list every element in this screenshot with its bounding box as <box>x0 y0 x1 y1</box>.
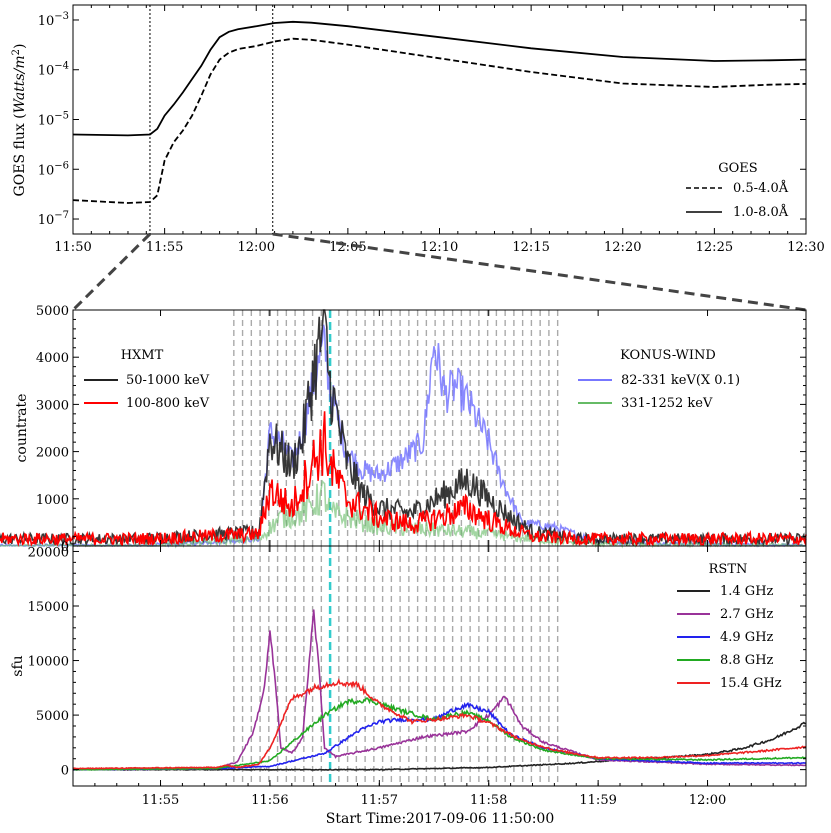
goes-series <box>72 20 807 204</box>
goes-xtick-label-7: 12:25 <box>696 240 733 255</box>
goes-legend: GOES 0.5-4.0Å 1.0-8.0Å <box>686 161 789 220</box>
goes-xtick-label-6: 12:20 <box>604 240 641 255</box>
goes-xtick-label-0: 11:50 <box>54 240 91 255</box>
radio-xtick-label-3: 11:58 <box>470 793 507 808</box>
radio-xtick-label-2: 11:57 <box>361 793 398 808</box>
goes-legend-label-short: 0.5-4.0Å <box>733 180 789 196</box>
radio-ytick-label-4: 20000 <box>28 545 69 560</box>
hxr-panel: 0 1000 2000 3000 4000 5000 countrate HXMT 50-… <box>0 304 807 555</box>
goes-axis-ticks: 11:50 11:55 12:00 12:05 12:10 12:15 12:20 12:25… <box>38 5 825 255</box>
goes-xtick-label-8: 12:30 <box>787 240 824 255</box>
hxmt-legend-title: HXMT <box>121 348 164 363</box>
rstn-legend-label-4-9: 4.9 GHz <box>720 630 774 645</box>
radio-series-line-4 <box>72 678 807 770</box>
radio-plot-frame <box>72 545 807 787</box>
radio-ytick-label-1: 5000 <box>36 709 69 724</box>
goes-plot-frame <box>72 4 807 235</box>
hxr-ytick-label-4: 4000 <box>36 351 69 366</box>
goes-legend-title: GOES <box>718 161 757 176</box>
radio-ytick-label-3: 15000 <box>28 600 69 615</box>
goes-xtick-label-5: 12:15 <box>512 240 549 255</box>
radio-xtick-label-1: 11:56 <box>251 793 288 808</box>
hxr-ytick-label-5: 5000 <box>36 304 69 319</box>
rstn-legend-label-1-4: 1.4 GHz <box>720 584 774 599</box>
hxmt-legend: HXMT 50-1000 keV 100-800 keV <box>84 348 210 411</box>
goes-ylabel-suffix: ) <box>12 44 28 49</box>
goes-series-line-1 <box>72 20 807 137</box>
radio-axis-ticks: 0 5000 10000 15000 20000 11:55 11:56 11:57 11:58… <box>28 545 806 808</box>
goes-panel: 11:50 11:55 12:00 12:05 12:10 12:15 12:20 12:25… <box>11 4 825 255</box>
radio-panel: 0 5000 10000 15000 20000 11:55 11:56 11:57 11:58… <box>10 545 807 827</box>
hxr-ytick-label-3: 3000 <box>36 398 69 413</box>
goes-series-line-0 <box>72 37 807 204</box>
rstn-legend-title: RSTN <box>709 562 748 577</box>
goes-legend-label-long: 1.0-8.0Å <box>733 204 789 220</box>
goes-ylabel-unit: Watts/m <box>12 55 28 113</box>
radio-xtick-label-4: 11:59 <box>579 793 616 808</box>
radio-ytick-label-0: 0 <box>61 764 69 779</box>
goes-ytick-label-2: 10−5 <box>38 111 69 129</box>
zoom-connector-left <box>71 232 152 312</box>
goes-xtick-label-1: 11:55 <box>146 240 183 255</box>
hxr-axis-ticks: 0 1000 2000 3000 4000 5000 <box>36 304 806 555</box>
hxr-ytick-label-2: 2000 <box>36 446 69 461</box>
radio-xtick-label-5: 12:00 <box>689 793 726 808</box>
konus-legend: KONUS-WIND 82-331 keV(X 0.1) 331-1252 ke… <box>578 348 740 411</box>
hxr-ylabel: countrate <box>14 394 30 463</box>
goes-ylabel-prefix: GOES flux ( <box>12 113 28 196</box>
rstn-legend-label-2-7: 2.7 GHz <box>720 607 774 622</box>
rstn-legend: RSTN 1.4 GHz 2.7 GHz 4.9 GHz 8.8 GHz 15.… <box>677 562 782 691</box>
hxmt-legend-label-100-800: 100-800 keV <box>126 396 210 411</box>
zoom-connectors <box>71 232 807 312</box>
radio-series <box>72 609 807 771</box>
konus-legend-title: KONUS-WIND <box>620 348 716 363</box>
radio-series-line-1 <box>73 609 807 771</box>
konus-legend-label-331-1252: 331-1252 keV <box>621 396 713 411</box>
konus-legend-label-82-331: 82-331 keV(X 0.1) <box>621 373 740 388</box>
goes-xtick-label-4: 12:10 <box>421 240 458 255</box>
radio-xlabel: Start Time:2017-09-06 11:50:00 <box>326 811 554 827</box>
goes-vlines <box>149 5 274 234</box>
goes-ytick-label-1: 10−6 <box>38 160 69 178</box>
hxr-series-line-1 <box>0 411 807 548</box>
radio-xtick-label-0: 11:55 <box>142 793 179 808</box>
radio-ylabel: sfu <box>10 655 26 676</box>
goes-xtick-label-2: 12:00 <box>238 240 275 255</box>
hxr-series <box>0 309 807 549</box>
rstn-legend-label-8-8: 8.8 GHz <box>720 653 774 668</box>
zoom-connector-right <box>272 232 807 312</box>
goes-ylabel: GOES flux (Watts/m2) <box>11 44 28 197</box>
hxr-ytick-label-1: 1000 <box>36 493 69 508</box>
radio-ytick-label-2: 10000 <box>28 655 69 670</box>
goes-ytick-label-0: 10−7 <box>38 210 69 228</box>
hxr-ytick-label-0: 0 <box>61 540 69 555</box>
goes-ytick-label-3: 10−4 <box>38 61 69 79</box>
hxr-series-line-0 <box>0 309 807 548</box>
hxmt-legend-label-50-1000: 50-1000 keV <box>126 373 210 388</box>
goes-ylabel-sup: 2 <box>11 49 22 55</box>
goes-ytick-label-4: 10−3 <box>38 11 69 29</box>
rstn-legend-label-15-4: 15.4 GHz <box>720 676 782 691</box>
